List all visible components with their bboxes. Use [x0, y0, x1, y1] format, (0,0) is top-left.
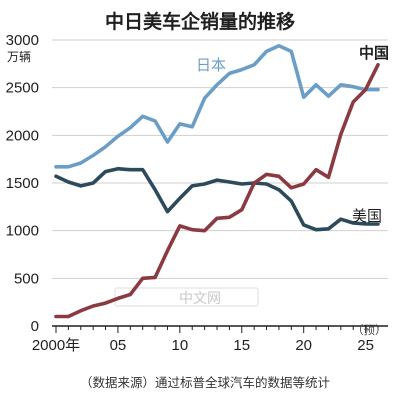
- y-tick-label-3000: 3000: [6, 32, 39, 49]
- y-tick-label-0: 0: [31, 318, 39, 335]
- y-axis-ticks: 0 500 1000 1500 2000 2500 3000: [6, 32, 39, 335]
- chart-title: 中日美车企销量的推移: [105, 10, 295, 33]
- series-label-us: 美国: [352, 207, 382, 225]
- x-tick-label-2025: 25: [357, 337, 374, 354]
- series-label-japan: 日本: [196, 56, 226, 74]
- x-tick-label-2005: 05: [110, 337, 127, 354]
- y-tick-label-2000: 2000: [6, 127, 39, 144]
- y-tick-label-1000: 1000: [6, 223, 39, 240]
- x-tick-label-2010: 10: [172, 337, 189, 354]
- grid: [52, 39, 388, 279]
- x-tick-label-2020: 20: [295, 337, 312, 354]
- source-note: （数据来源）通过标普全球汽车的数据等统计: [80, 375, 330, 390]
- unit-label: 万辆: [7, 50, 31, 64]
- x-tick-label-2015: 15: [233, 337, 250, 354]
- y-tick-label-500: 500: [14, 270, 39, 287]
- watermark-text: 中文网: [179, 291, 221, 307]
- watermark: 中文网: [114, 287, 259, 307]
- y-tick-label-1500: 1500: [6, 175, 39, 192]
- series-line-us: [54, 166, 380, 232]
- x-tick-label-2000: 2000年: [32, 337, 80, 354]
- forecast-note: （预）: [352, 323, 387, 337]
- y-tick-label-2500: 2500: [6, 80, 39, 97]
- watermark-box: [114, 287, 259, 307]
- series-lines: [54, 43, 380, 319]
- series-label-china: 中国: [359, 44, 389, 62]
- series-line-china: [54, 63, 380, 319]
- series-line-japan: [54, 43, 380, 169]
- x-axis-ticks: 2000年 05 10 15 20 25: [32, 326, 379, 354]
